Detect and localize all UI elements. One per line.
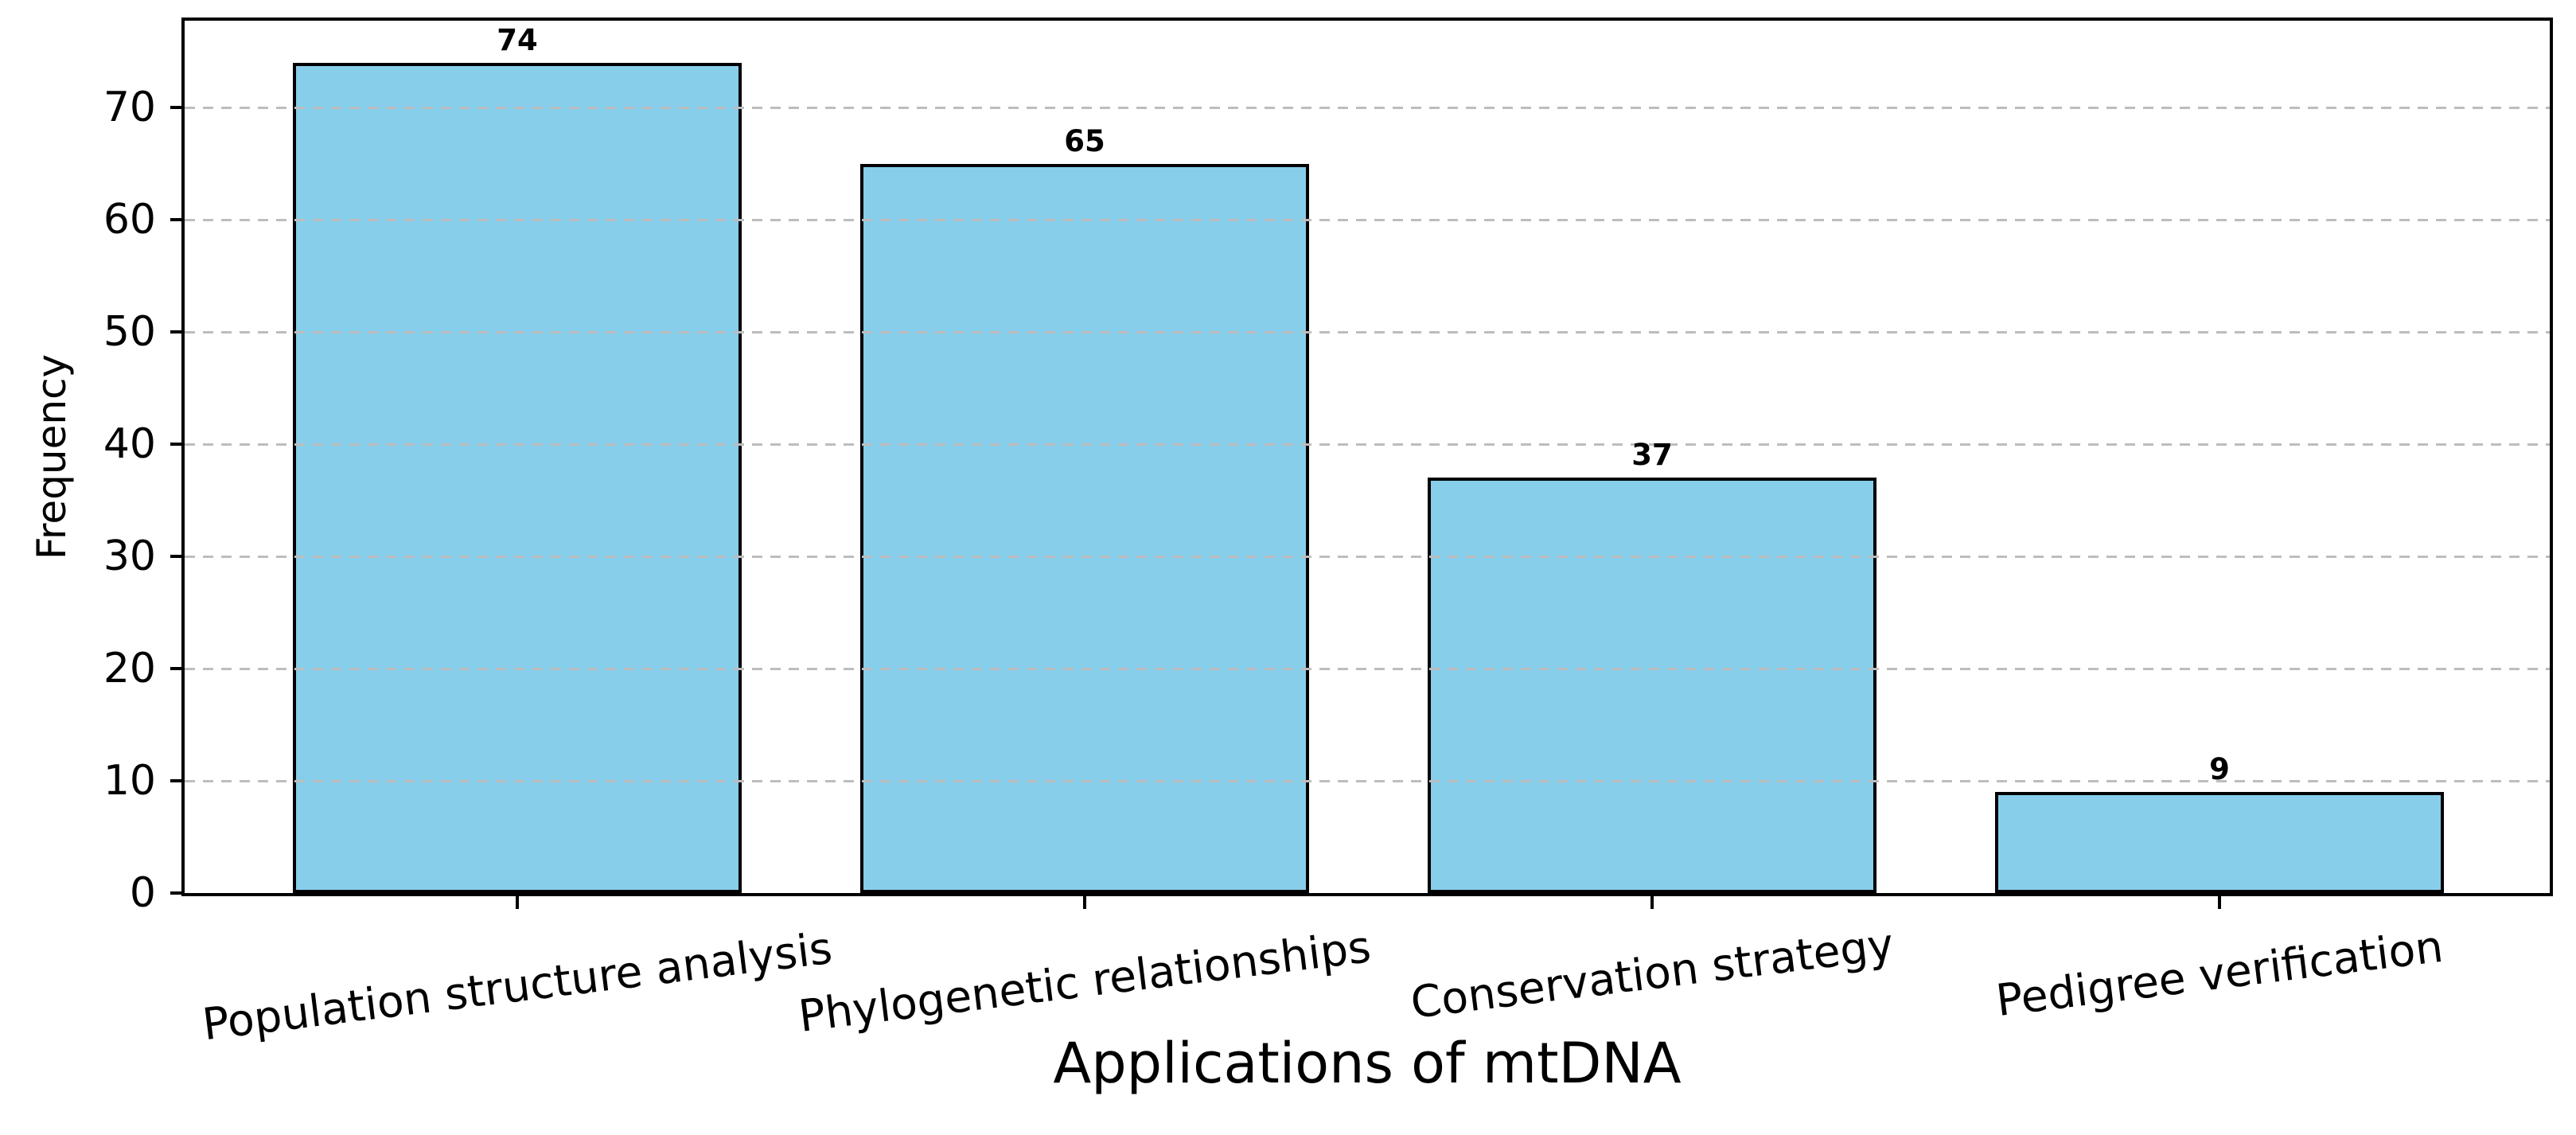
gridline: [185, 218, 2550, 221]
y-tick-label: 30: [103, 532, 156, 580]
x-tick-label: Phylogenetic relationships: [796, 920, 1374, 1042]
y-tick-mark: [170, 667, 185, 670]
y-tick-label: 70: [103, 84, 156, 131]
x-tick-mark: [516, 896, 519, 909]
x-tick-mark: [1650, 896, 1654, 909]
bar: [860, 163, 1309, 893]
gridline: [185, 106, 2550, 109]
y-tick-mark: [170, 106, 185, 109]
bar-value-label: 37: [1631, 438, 1673, 473]
y-tick-mark: [170, 218, 185, 221]
y-tick-mark: [170, 555, 185, 558]
gridline: [185, 443, 2550, 446]
bar: [1428, 478, 1876, 893]
y-tick-label: 10: [103, 757, 156, 805]
x-tick-mark: [2218, 896, 2221, 909]
gridline: [185, 667, 2550, 670]
y-tick-label: 60: [103, 196, 156, 244]
x-axis-title: Applications of mtDNA: [1053, 1031, 1682, 1096]
y-tick-mark: [170, 330, 185, 333]
y-tick-mark: [170, 779, 185, 782]
bar-value-label: 74: [497, 22, 538, 57]
bar: [293, 62, 742, 893]
x-tick-label: Population structure analysis: [199, 922, 836, 1051]
y-tick-label: 40: [103, 420, 156, 468]
x-tick-mark: [1083, 896, 1086, 909]
y-tick-label: 0: [129, 869, 156, 917]
bar-value-label: 9: [2209, 752, 2230, 787]
plot-area: 74 65 37 9: [181, 18, 2553, 896]
x-tick-label: Conservation strategy: [1408, 919, 1896, 1028]
bar: [1995, 792, 2444, 893]
x-tick-label: Pedigree verification: [1993, 920, 2446, 1027]
gridline: [185, 555, 2550, 558]
gridline: [185, 330, 2550, 333]
y-tick-mark: [170, 443, 185, 446]
y-tick-label: 50: [103, 308, 156, 356]
bar-value-label: 65: [1064, 123, 1105, 158]
y-tick-mark: [170, 891, 185, 895]
y-tick-label: 20: [103, 645, 156, 692]
gridline: [185, 779, 2550, 782]
